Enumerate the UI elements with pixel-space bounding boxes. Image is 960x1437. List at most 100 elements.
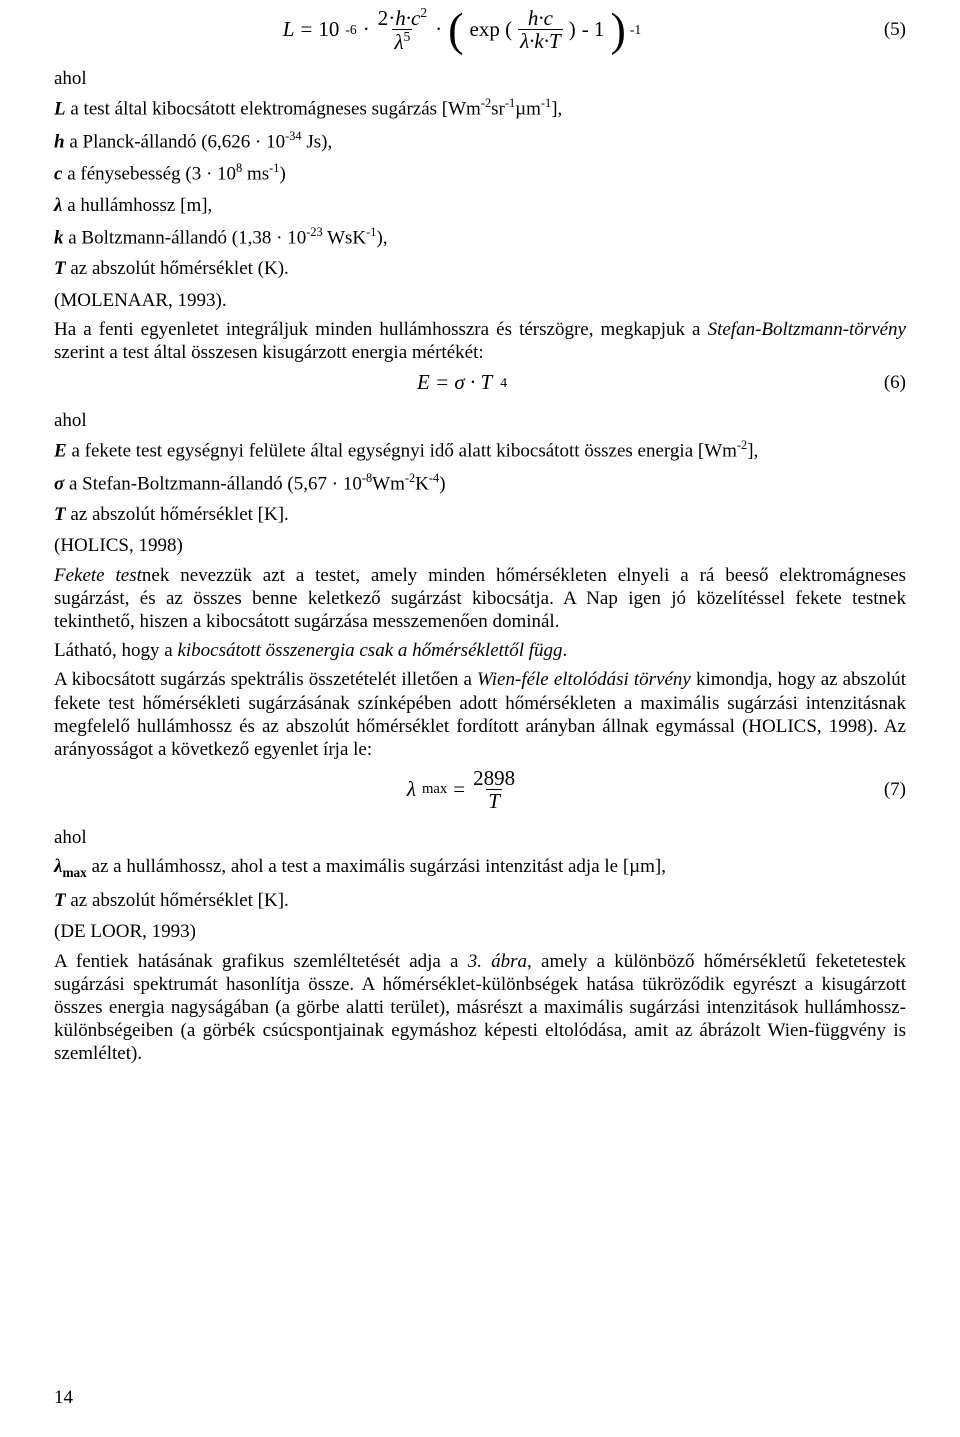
txt-h: a Planck-állandó (6,626 · 10	[65, 131, 286, 152]
equation-6-center: E = σ · T 4	[54, 370, 870, 395]
eq6-txt: E = σ · T	[417, 370, 492, 395]
equation-7: λmax = 2898 T	[407, 767, 517, 812]
def-E: E a fekete test egységnyi felülete által…	[54, 438, 906, 463]
eq5-dot2: ·	[435, 17, 442, 42]
e-L1: -2	[481, 96, 491, 110]
def-c: c a fénysebesség (3 · 108 ms-1)	[54, 161, 906, 186]
e-k2: -1	[366, 225, 376, 239]
equation-7-center: λmax = 2898 T	[54, 767, 870, 812]
def-k: k a Boltzmann-állandó (1,38 · 10-23 WsK-…	[54, 225, 906, 250]
def-sig: σ a Stefan-Boltzmann-állandó (5,67 · 10-…	[54, 471, 906, 496]
defs-5: L a test által kibocsátott elektromágnes…	[54, 96, 906, 280]
eq5-10: 10	[318, 17, 339, 42]
p-lat-c: .	[563, 640, 568, 661]
def-T3: T az abszolút hőmérséklet [K].	[54, 889, 906, 912]
sub-lammax: max	[62, 865, 86, 880]
p-wien-a: A kibocsátott sugárzás spektrális összet…	[54, 669, 477, 690]
txt-T2: az abszolút hőmérséklet [K].	[66, 504, 289, 525]
ref3-b: LOOR	[90, 921, 142, 942]
ref2-txt: (HOLICS, 1998)	[54, 535, 183, 556]
eq5-eq: =	[300, 17, 312, 42]
eq5-lam: λ	[394, 30, 403, 54]
ref3-c: , 1993)	[142, 921, 196, 942]
end-L: ],	[551, 99, 562, 120]
sym-T: T	[54, 258, 66, 279]
sym-h: h	[54, 131, 65, 152]
ref3-a: (DE	[54, 921, 90, 942]
txt-T: az abszolút hőmérséklet (K).	[66, 258, 289, 279]
txt-E: a fekete test egységnyi felülete által e…	[67, 441, 737, 462]
page: L = 10-6 · 2·h·c2 λ5 · ( exp ( h·c λ·k·T…	[0, 6, 960, 1437]
sym-T3: T	[54, 890, 66, 911]
end-k2: ),	[376, 227, 387, 248]
sym-sig: σ	[54, 473, 64, 494]
end-h: Js),	[302, 131, 333, 152]
eq5-expneg1: -1	[630, 22, 641, 38]
eq5-frac2: h·c λ·k·T	[518, 7, 563, 52]
p-intE-c: szerint a test által összesen kisugárzot…	[54, 342, 484, 363]
e-c2: -1	[269, 161, 279, 175]
def-h: h a Planck-állandó (6,626 · 10-34 Js),	[54, 129, 906, 154]
txt-sig: a Stefan-Boltzmann-állandó (5,67 · 10	[64, 473, 362, 494]
ref-molenaar: (MOLENAAR, 1993).	[54, 289, 906, 312]
eq5-rparen: )	[610, 9, 625, 51]
eq5-hc: h·c	[395, 6, 420, 30]
eq7-num: 2898	[471, 767, 517, 789]
txt-L: a test által kibocsátott elektromágneses…	[66, 99, 481, 120]
ref1-txt: (MOLENAAR, 1993).	[54, 290, 227, 311]
p-integrate: Ha a fenti egyenletet integráljuk minden…	[54, 318, 906, 364]
eq5-f1d: λ5	[394, 30, 410, 54]
ahol-1: ahol	[54, 67, 906, 90]
eq7-frac: 2898 T	[471, 767, 517, 812]
eq5-f1n: 2·h·c2	[378, 6, 427, 30]
p-wien-b: Wien-féle eltolódási törvény	[477, 669, 691, 690]
eq5-f2d: λ·k·T	[518, 29, 563, 52]
def-T2: T az abszolút hőmérséklet [K].	[54, 503, 906, 526]
p-feketetest: Fekete testnek nevezzük azt a testet, am…	[54, 564, 906, 634]
end-c2: )	[279, 164, 285, 185]
defs-6: E a fekete test egységnyi felülete által…	[54, 438, 906, 526]
eq6-p4: 4	[500, 375, 507, 391]
eq6-label: (6)	[870, 372, 906, 394]
eq5-p5: 5	[404, 29, 411, 44]
equation-5: L = 10-6 · 2·h·c2 λ5 · ( exp ( h·c λ·k·T…	[283, 6, 641, 53]
equation-5-center: L = 10-6 · 2·h·c2 λ5 · ( exp ( h·c λ·k·T…	[54, 6, 870, 53]
eq5-lparen: (	[448, 9, 463, 51]
p-lat-a: Látható, hogy a	[54, 640, 177, 661]
def-T: T az abszolút hőmérséklet (K).	[54, 257, 906, 280]
e-E: -2	[737, 438, 747, 452]
def-lammax: λmax az a hullámhossz, ahol a test a max…	[54, 855, 906, 881]
eq7-lam: λ	[407, 777, 416, 802]
def-lam: λ a hullámhossz [m],	[54, 194, 906, 217]
end-E: ],	[747, 441, 758, 462]
eq5-L: L	[283, 17, 295, 42]
txt-c: a fénysebesség (3 · 10	[62, 164, 236, 185]
e-s2: -2	[405, 471, 415, 485]
end-c: ms	[242, 164, 269, 185]
eq5-exp: exp (	[470, 17, 513, 42]
txt-lam: a hullámhossz [m],	[62, 195, 212, 216]
eq5-two: 2·	[378, 6, 396, 30]
txt-k: a Boltzmann-állandó (1,38 · 10	[64, 227, 307, 248]
ahol-2: ahol	[54, 409, 906, 432]
eq5-label: (5)	[870, 19, 906, 41]
p-lat-b: kibocsátott összenergia csak a hőmérsékl…	[177, 640, 562, 661]
end-k: WsK	[323, 227, 366, 248]
e-h: -34	[285, 129, 301, 143]
eq5-m1: - 1	[582, 17, 605, 42]
e-s3: -4	[429, 471, 439, 485]
eq7-eq: =	[453, 777, 465, 802]
eq5-c2: 2	[420, 5, 427, 20]
p-lathato: Látható, hogy a kibocsátott összenergia …	[54, 639, 906, 662]
p-intE-b: Stefan-Boltzmann-törvény	[708, 319, 906, 340]
defs-7: λmax az a hullámhossz, ahol a test a max…	[54, 855, 906, 912]
txt-lammax: az a hullámhossz, ahol a test a maximáli…	[87, 856, 666, 877]
page-number: 14	[54, 1387, 73, 1409]
eq5-dot1: ·	[363, 17, 370, 42]
p-wien: A kibocsátott sugárzás spektrális összet…	[54, 668, 906, 761]
eq7-den: T	[486, 789, 502, 812]
eq5-frac1: 2·h·c2 λ5	[376, 6, 429, 53]
eq5-f2n: h·c	[526, 7, 555, 29]
e-s1: -8	[362, 471, 372, 485]
ref-deloor: (DE LOOR, 1993)	[54, 920, 906, 943]
